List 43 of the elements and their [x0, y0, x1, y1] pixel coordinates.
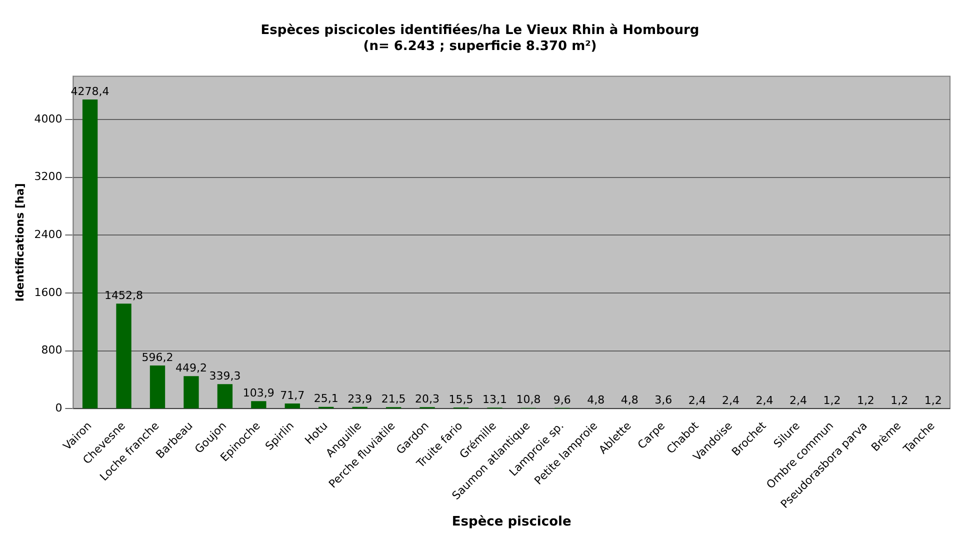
bar: [184, 376, 199, 408]
data-label: 1,2: [823, 394, 841, 407]
x-axis-title: Espèce piscicole: [452, 514, 572, 530]
y-tick-label: 4000: [34, 112, 62, 126]
data-label: 2,4: [688, 394, 706, 407]
data-label: 23,9: [348, 392, 372, 406]
data-label: 1,2: [924, 394, 942, 407]
bar: [217, 384, 233, 408]
data-label: 4,8: [620, 394, 638, 407]
data-label: 13,1: [482, 393, 507, 406]
data-label: 2,4: [722, 394, 740, 407]
data-label: 449,2: [175, 362, 207, 375]
bar: [116, 304, 132, 408]
data-label: 4278,4: [70, 84, 110, 98]
chart-title: Espèces piscicoles identifiées/ha Le Vieux Rhin à Hombourg: [260, 23, 700, 38]
data-label: 71,7: [280, 388, 305, 402]
data-label: 25,1: [314, 392, 338, 406]
bar: [150, 366, 166, 408]
data-label: 9,6: [553, 393, 571, 406]
data-label: 1,2: [856, 394, 874, 407]
chart-subtitle: (n= 6.243 ; superficie 8.370 m²): [363, 38, 597, 54]
bar: [82, 99, 98, 408]
data-label: 15,5: [448, 392, 474, 406]
y-tick-label: 2400: [34, 228, 62, 242]
data-label: 2,4: [756, 394, 774, 407]
data-label: 2,4: [789, 394, 807, 407]
y-tick-label: 0: [55, 401, 62, 414]
data-label: 20,3: [415, 392, 440, 406]
data-label: 4,8: [587, 394, 605, 407]
data-label: 21,5: [381, 392, 406, 406]
data-label: 3,6: [654, 394, 672, 407]
data-label: 10,8: [516, 393, 541, 406]
data-label: 1452,8: [104, 289, 144, 302]
data-label: 1,2: [890, 394, 908, 407]
data-label: 596,2: [142, 350, 174, 364]
y-tick-label: 800: [41, 344, 62, 357]
y-axis-title: Identifications [ha]: [13, 183, 26, 302]
y-tick-label: 3200: [34, 170, 62, 184]
bar: [251, 401, 266, 408]
data-label: 103,9: [242, 386, 274, 400]
y-tick-label: 1600: [34, 286, 62, 299]
data-label: 339,3: [209, 369, 241, 382]
bar: [284, 403, 300, 408]
